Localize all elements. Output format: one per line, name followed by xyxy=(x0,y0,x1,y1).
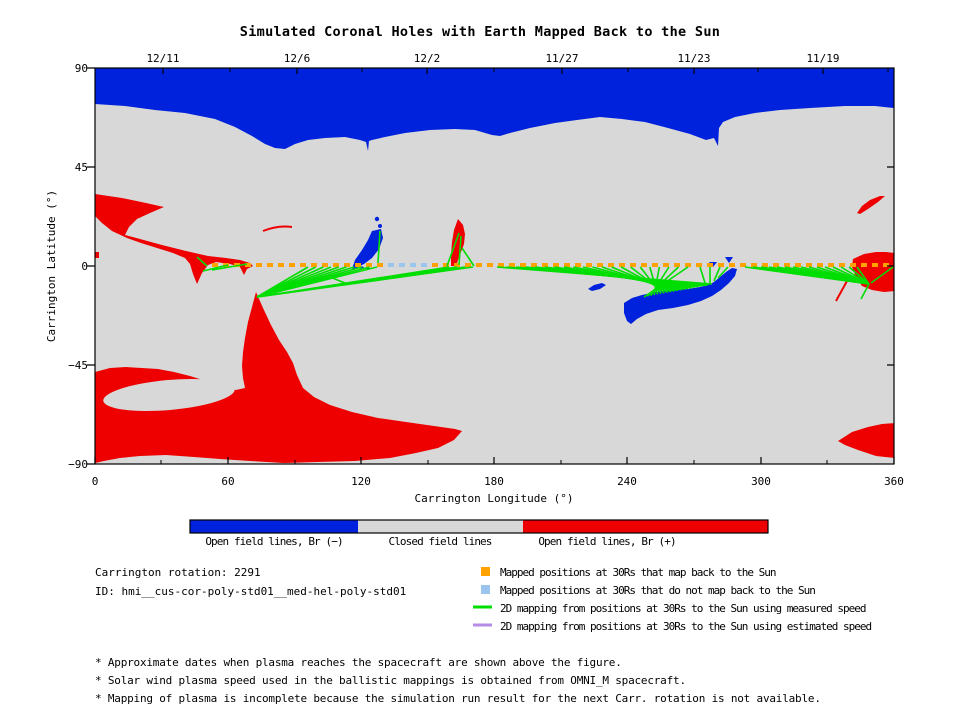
closed-field-oval xyxy=(103,378,235,412)
y-tick-label: −90 xyxy=(68,458,88,471)
y-axis-label: Carrington Latitude (°) xyxy=(45,190,58,342)
colorbar-segment-positive xyxy=(523,520,768,533)
blue-dot xyxy=(374,216,380,222)
blue-arrow-mark xyxy=(725,257,733,263)
synoptic-map xyxy=(95,68,894,464)
thin-red-arc xyxy=(262,225,293,232)
top-date-label: 11/19 xyxy=(806,52,839,65)
legend-label: Mapped positions at 30Rs that map back t… xyxy=(500,566,776,579)
west-midlat-hole xyxy=(95,194,253,284)
y-tick-label: 90 xyxy=(75,62,88,75)
colorbar-label: Closed field lines xyxy=(388,535,491,548)
y-tick-label: 0 xyxy=(81,260,88,273)
footnote: * Mapping of plasma is incomplete becaus… xyxy=(95,692,821,705)
north-polar-coronal-hole xyxy=(95,68,894,151)
colorbar: Open field lines, Br (−) Closed field li… xyxy=(189,519,769,548)
equatorial-hole-163 xyxy=(451,219,465,266)
x-tick-label: 0 xyxy=(92,475,99,488)
blue-dot xyxy=(378,224,382,228)
small-blue-dash xyxy=(588,283,606,291)
x-axis-tick-labels: 0 60 120 180 240 300 360 xyxy=(92,475,904,488)
colorbar-border xyxy=(189,519,769,534)
top-axis-date-labels: 12/11 12/6 12/2 11/27 11/23 11/19 xyxy=(146,52,839,65)
red-mapping-trace xyxy=(835,280,848,302)
southern-crescent-hole xyxy=(624,268,737,324)
y-tick-label: 45 xyxy=(75,161,88,174)
x-tick-label: 120 xyxy=(351,475,371,488)
y-tick-label: −45 xyxy=(68,359,88,372)
info-run-id: ID: hmi__cus-cor-poly-std01__med-hel-pol… xyxy=(95,585,406,598)
east-small-crescent xyxy=(857,196,885,214)
colorbar-label: Open field lines, Br (+) xyxy=(538,535,675,548)
legend-label: Mapped positions at 30Rs that do not map… xyxy=(500,584,815,597)
legend-swatch-not-mapped-back xyxy=(481,585,490,594)
top-date-label: 12/2 xyxy=(414,52,441,65)
info-carrington-rotation: Carrington rotation: 2291 xyxy=(95,566,261,579)
top-date-label: 12/6 xyxy=(284,52,311,65)
x-tick-label: 240 xyxy=(617,475,637,488)
top-date-label: 12/11 xyxy=(146,52,179,65)
x-tick-label: 300 xyxy=(751,475,771,488)
chart-title: Simulated Coronal Holes with Earth Mappe… xyxy=(240,24,720,40)
legend-label: 2D mapping from positions at 30Rs to the… xyxy=(500,602,866,615)
south-large-hole xyxy=(95,292,462,463)
top-date-label: 11/23 xyxy=(677,52,710,65)
x-axis-label: Carrington Longitude (°) xyxy=(415,492,574,505)
mapping-lines-layer xyxy=(196,230,894,300)
southeast-hole xyxy=(838,423,894,458)
x-tick-label: 180 xyxy=(484,475,504,488)
top-date-label: 11/27 xyxy=(545,52,578,65)
x-tick-label: 360 xyxy=(884,475,904,488)
footnote: * Solar wind plasma speed used in the ba… xyxy=(95,674,686,687)
legend-swatch-mapped-back xyxy=(481,567,490,576)
equatorial-hole-120 xyxy=(352,229,383,269)
colorbar-label: Open field lines, Br (−) xyxy=(205,535,342,548)
colorbar-segment-closed xyxy=(358,520,523,533)
plot-frame-and-ticks xyxy=(87,67,895,465)
small-red-fragment xyxy=(95,252,99,258)
legend-label: 2D mapping from positions at 30Rs to the… xyxy=(500,620,871,633)
y-axis-tick-labels: 90 45 0 −45 −90 xyxy=(68,62,88,471)
legend: Mapped positions at 30Rs that map back t… xyxy=(473,566,872,633)
colorbar-segment-negative xyxy=(190,520,358,533)
footnote: * Approximate dates when plasma reaches … xyxy=(95,656,622,669)
x-tick-label: 60 xyxy=(221,475,234,488)
